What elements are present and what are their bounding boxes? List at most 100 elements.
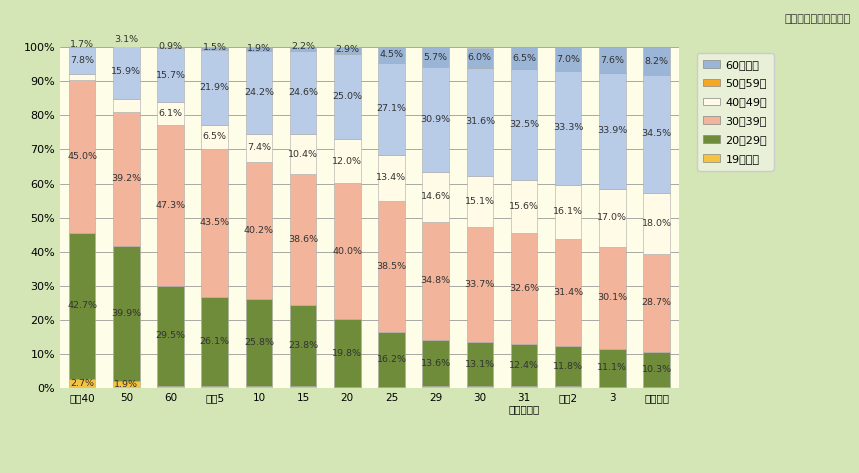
Text: 34.8%: 34.8% (421, 276, 451, 285)
Bar (289, 174, 316, 306)
Text: 24.6%: 24.6% (288, 88, 318, 97)
Bar (334, 319, 361, 387)
Bar (643, 75, 670, 193)
Bar (113, 45, 140, 99)
Bar (202, 297, 228, 386)
Bar (511, 344, 537, 386)
Text: 2.9%: 2.9% (335, 44, 359, 53)
Text: 25.0%: 25.0% (332, 92, 362, 101)
Bar (246, 45, 272, 52)
Bar (289, 134, 316, 174)
Bar (289, 51, 316, 134)
Bar (378, 155, 405, 201)
Text: 4.5%: 4.5% (380, 51, 404, 60)
Bar (599, 349, 625, 387)
Bar (466, 175, 493, 227)
Text: 15.6%: 15.6% (509, 202, 539, 211)
Text: 39.2%: 39.2% (112, 174, 142, 183)
Text: 38.6%: 38.6% (288, 235, 318, 244)
Bar (643, 193, 670, 254)
Text: 26.1%: 26.1% (200, 337, 229, 346)
Bar (246, 386, 272, 388)
Bar (202, 45, 228, 50)
Text: 7.8%: 7.8% (70, 56, 94, 65)
Bar (202, 386, 228, 388)
Text: 0.9%: 0.9% (159, 42, 183, 51)
Text: 11.8%: 11.8% (553, 362, 583, 371)
Text: 33.9%: 33.9% (597, 126, 627, 135)
Bar (643, 254, 670, 352)
Text: 28.7%: 28.7% (642, 298, 672, 307)
Bar (511, 180, 537, 233)
Text: 14.6%: 14.6% (421, 193, 451, 201)
Bar (289, 306, 316, 386)
Bar (202, 149, 228, 297)
Bar (378, 47, 405, 62)
Bar (555, 346, 582, 386)
Bar (113, 245, 140, 381)
Text: 13.1%: 13.1% (465, 359, 495, 368)
Text: 15.7%: 15.7% (155, 70, 186, 79)
Bar (555, 47, 582, 71)
Text: 33.7%: 33.7% (465, 280, 495, 289)
Text: 30.1%: 30.1% (597, 293, 627, 302)
Bar (555, 71, 582, 184)
Text: 17.0%: 17.0% (597, 213, 627, 222)
Bar (113, 99, 140, 112)
Bar (246, 134, 272, 162)
Bar (511, 386, 537, 388)
Text: 12.0%: 12.0% (332, 157, 362, 166)
Text: 47.3%: 47.3% (155, 201, 186, 210)
Bar (157, 286, 184, 386)
Text: 24.2%: 24.2% (244, 88, 274, 97)
Text: 12.4%: 12.4% (509, 361, 539, 370)
Text: 13.6%: 13.6% (421, 359, 451, 368)
Bar (334, 44, 361, 54)
Text: 15.9%: 15.9% (112, 68, 142, 77)
Bar (599, 47, 625, 73)
Bar (423, 67, 449, 172)
Bar (466, 68, 493, 175)
Bar (246, 298, 272, 386)
Text: 8.2%: 8.2% (644, 57, 668, 66)
Bar (599, 189, 625, 246)
Text: 2.7%: 2.7% (70, 379, 94, 388)
Bar (69, 379, 95, 388)
Bar (378, 62, 405, 155)
Text: 5.7%: 5.7% (423, 53, 448, 61)
Text: 7.6%: 7.6% (600, 56, 624, 65)
Bar (555, 239, 582, 346)
Text: 15.1%: 15.1% (465, 197, 495, 206)
Text: 6.0%: 6.0% (468, 53, 492, 62)
Bar (157, 45, 184, 48)
Legend: 60歳以上, 50〜59歳, 40〜49歳, 30〜39歳, 20〜29歳, 19歳以下: 60歳以上, 50〜59歳, 40〜49歳, 30〜39歳, 20〜29歳, 1… (697, 53, 774, 171)
Bar (423, 222, 449, 340)
Text: 27.1%: 27.1% (376, 104, 406, 113)
Bar (246, 52, 272, 134)
Bar (246, 162, 272, 298)
Bar (511, 47, 537, 70)
Text: 2.2%: 2.2% (291, 43, 315, 52)
Bar (113, 381, 140, 388)
Bar (202, 124, 228, 149)
Bar (202, 50, 228, 124)
Text: 39.9%: 39.9% (112, 309, 142, 318)
Text: 3.1%: 3.1% (114, 35, 138, 44)
Text: 23.8%: 23.8% (288, 342, 318, 350)
Bar (157, 124, 184, 286)
Bar (113, 112, 140, 245)
Text: 40.0%: 40.0% (332, 247, 362, 256)
Text: （各年４月１日現在）: （各年４月１日現在） (784, 14, 850, 24)
Text: 7.0%: 7.0% (556, 55, 580, 64)
Bar (599, 387, 625, 388)
Bar (466, 227, 493, 342)
Text: 34.5%: 34.5% (642, 130, 672, 139)
Bar (643, 352, 670, 387)
Bar (334, 54, 361, 139)
Bar (69, 74, 95, 80)
Text: 11.1%: 11.1% (597, 363, 627, 372)
Bar (599, 73, 625, 189)
Text: 45.0%: 45.0% (67, 152, 97, 161)
Bar (511, 70, 537, 180)
Text: 1.9%: 1.9% (114, 380, 138, 389)
